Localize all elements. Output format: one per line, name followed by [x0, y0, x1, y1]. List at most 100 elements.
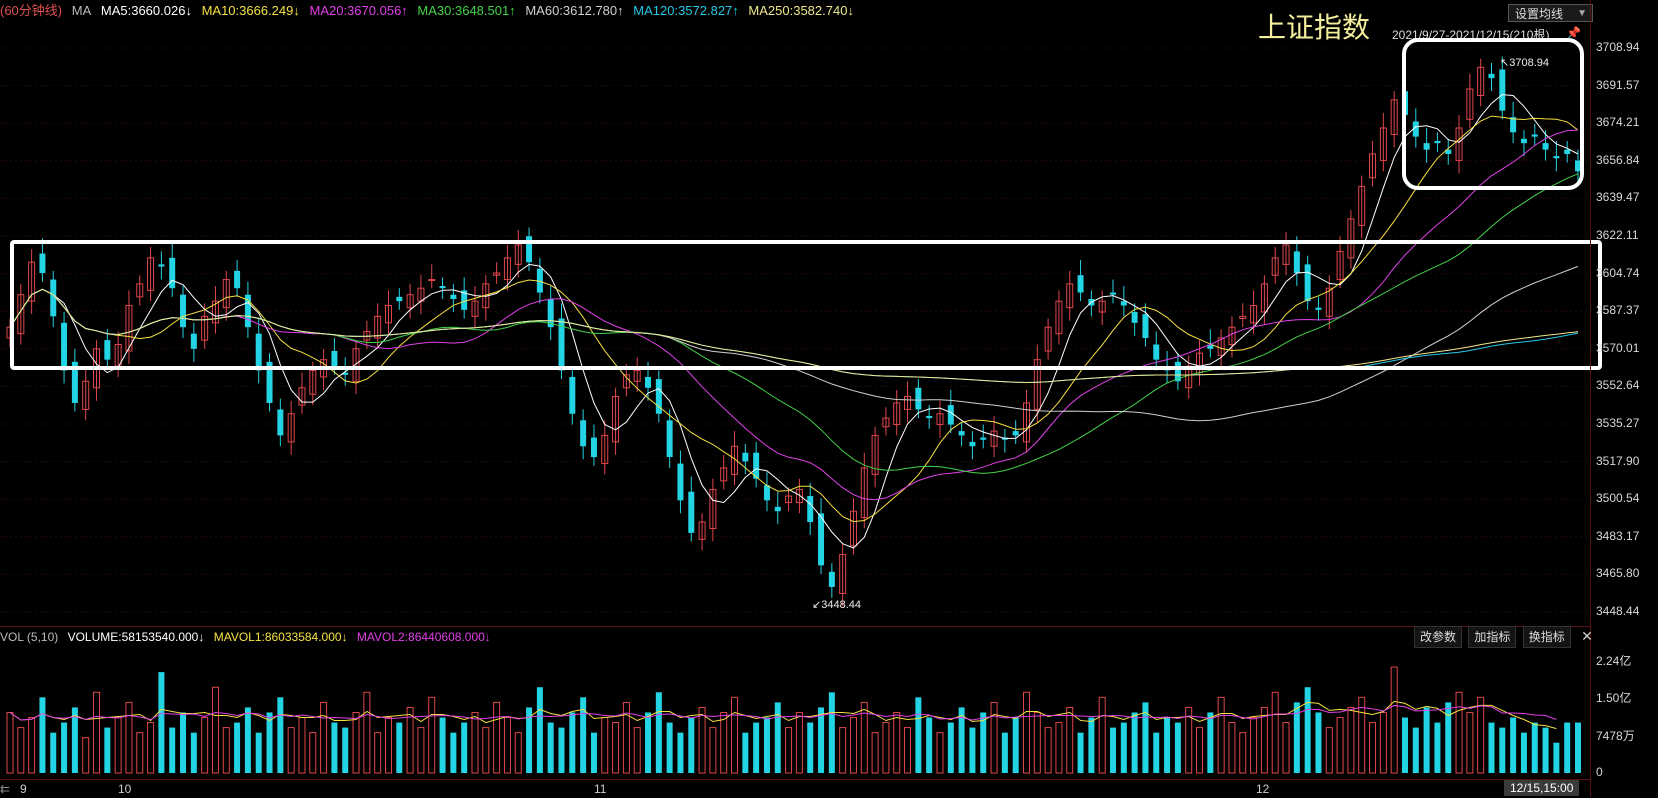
candle-down — [342, 372, 349, 375]
volume-bar-down — [244, 707, 251, 773]
ma-settings-label: 设置均线 — [1515, 7, 1564, 21]
volume-bar-down — [1207, 712, 1214, 773]
volume-bar-up — [904, 727, 912, 774]
switch-indicator-button[interactable]: 换指标 — [1522, 626, 1571, 648]
candle-up — [893, 402, 901, 426]
change-params-button[interactable]: 改参数 — [1414, 626, 1463, 648]
candle-up — [633, 369, 641, 382]
ma-settings-dropdown[interactable]: 设置均线 ▼ — [1508, 4, 1593, 22]
volume-tick-label: 1.50亿 — [1596, 691, 1632, 706]
candle-down — [234, 270, 241, 289]
pin-icon[interactable]: 📌 — [1566, 26, 1581, 40]
candle-up — [1044, 326, 1052, 352]
candle-up — [1455, 127, 1463, 161]
volume-toolbar: 改参数 加指标 换指标 ✕ — [1414, 626, 1597, 648]
high-price-annotation: ↖3708.94 — [1500, 57, 1549, 69]
volume-bar-down — [1012, 717, 1019, 773]
highlight-box-top — [1402, 38, 1584, 190]
volume-bar-down — [396, 722, 403, 773]
volume-bar-down — [331, 722, 338, 773]
volume-bar-up — [514, 732, 522, 774]
volume-bar-down — [590, 732, 597, 773]
volume-bar-up — [384, 717, 392, 774]
price-tick-label: 3448.44 — [1596, 604, 1640, 618]
candle-up — [514, 244, 522, 265]
price-tick-label: 3587.37 — [1596, 303, 1640, 318]
volume-bar-up — [860, 701, 868, 774]
month-label-sep: 9 — [20, 782, 27, 796]
price-tick-label: 3656.84 — [1596, 152, 1640, 167]
candle-up — [1239, 315, 1247, 320]
candle-up — [28, 261, 36, 302]
volume-bar-down — [1304, 687, 1311, 773]
candle-down — [645, 376, 652, 388]
candle-down — [980, 437, 987, 440]
candle-up — [298, 387, 306, 406]
price-tick-label: 3622.11 — [1596, 227, 1639, 242]
candle-down — [818, 513, 825, 566]
candle-down — [244, 294, 251, 328]
candle-down — [666, 420, 673, 458]
candle-up — [904, 395, 912, 410]
low-price-annotation: ↙3448.44 — [812, 599, 861, 611]
volume-bar-down — [1510, 717, 1517, 773]
candle-down — [1142, 314, 1149, 338]
volume-bar-up — [1325, 727, 1333, 774]
ma250-value: MA250:3582.740↓ — [748, 3, 854, 18]
candle-up — [785, 495, 793, 504]
volume-bar-up — [871, 732, 879, 774]
ma20-value: MA20:3670.056↑ — [309, 3, 408, 18]
volume-bar-down — [234, 722, 241, 773]
volume-bar-up — [1185, 706, 1193, 774]
candle-up — [990, 430, 998, 447]
candle-down — [774, 506, 781, 512]
candle-up — [601, 434, 609, 465]
volume-bar-up — [1358, 696, 1366, 774]
volume-bar-down — [1088, 717, 1095, 773]
candle-down — [158, 264, 165, 267]
price-tick-label: 3552.64 — [1596, 378, 1640, 393]
candle-down — [61, 322, 68, 371]
volume-bar-up — [17, 727, 25, 774]
candle-up — [795, 489, 803, 504]
volume-bar-down — [1531, 722, 1538, 773]
ma10-value: MA10:3666.249↓ — [201, 3, 300, 18]
candle-up — [1390, 99, 1398, 135]
candle-up — [936, 413, 944, 426]
scroll-left-icon[interactable]: ⇇ — [0, 782, 11, 796]
close-icon[interactable]: ✕ — [1581, 628, 1593, 644]
add-indicator-button[interactable]: 加指标 — [1468, 626, 1517, 648]
volume-bar-down — [450, 732, 457, 773]
volume-bar-down — [569, 712, 576, 773]
mavol2-line — [9, 704, 1557, 721]
volume-bar-up — [622, 701, 630, 774]
price-tick-label: 3674.21 — [1596, 115, 1640, 130]
period-label[interactable]: (60分钟线) — [0, 3, 63, 18]
price-tick-label: 3691.57 — [1596, 77, 1640, 92]
price-tick-label: 3535.27 — [1596, 416, 1640, 430]
candle-down — [1412, 121, 1419, 137]
candle-down — [277, 409, 284, 436]
volume-bar-up — [1260, 706, 1268, 774]
candle-up — [352, 348, 360, 382]
volume-bar-down — [1445, 702, 1452, 773]
volume-bar-down — [1423, 707, 1430, 773]
volume-bar-down — [1174, 722, 1181, 773]
ma-indicator-label[interactable]: MA — [71, 3, 92, 18]
mavol1-line — [9, 700, 1557, 730]
volume-bar-down — [969, 727, 976, 773]
volume-bar-up — [298, 717, 306, 774]
highlight-box-range — [10, 240, 1602, 370]
candle-down — [1131, 312, 1138, 323]
volume-indicator-label[interactable]: VOL (5,10) — [0, 630, 59, 644]
volume-bar-down — [828, 692, 835, 773]
volume-bar-up — [222, 727, 230, 774]
volume-bar-down — [666, 722, 673, 773]
candle-down — [590, 437, 597, 458]
volume-bar-up — [882, 722, 890, 774]
volume-bar-down — [526, 707, 533, 773]
candle-up — [1336, 250, 1344, 281]
volume-info-bar: VOL (5,10) VOLUME:58153540.000↓ MAVOL1:8… — [0, 626, 1590, 649]
volume-bar-up — [1282, 722, 1290, 774]
